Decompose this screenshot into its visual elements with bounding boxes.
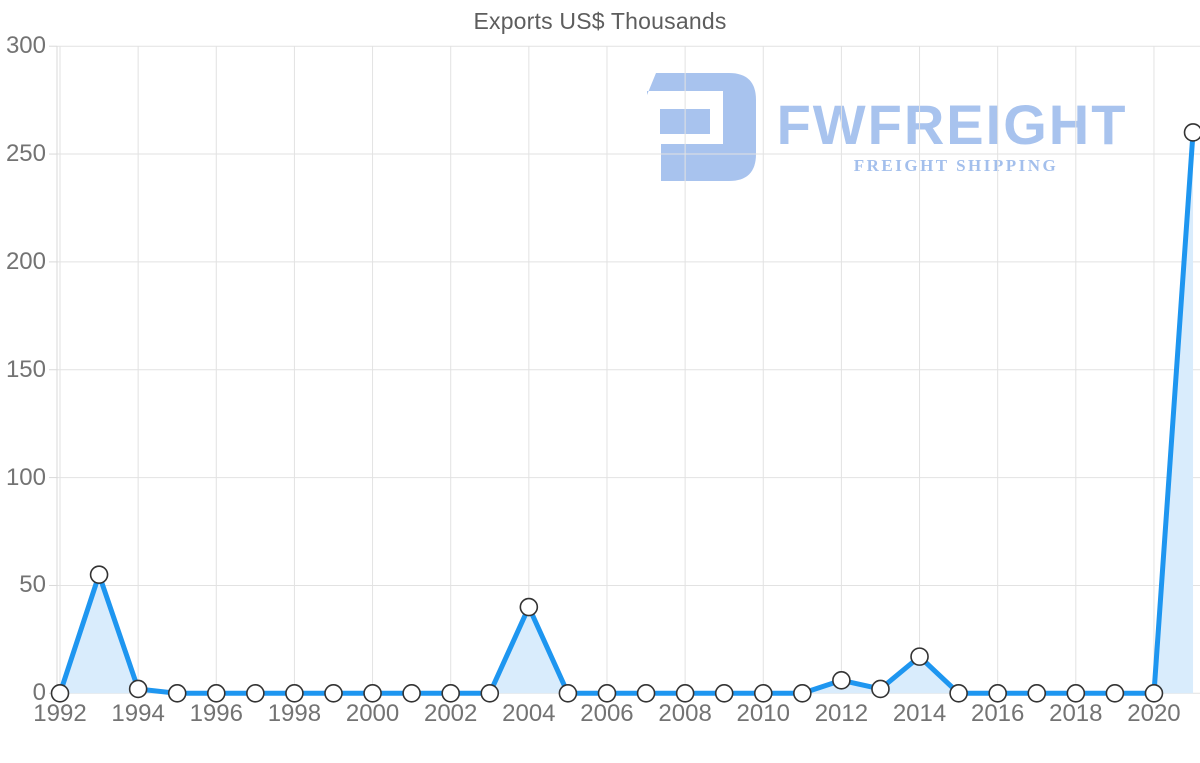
data-point-marker[interactable] <box>793 683 812 703</box>
chart-title: Exports US$ Thousands <box>473 8 727 34</box>
series-line <box>57 129 1196 696</box>
data-point-marker[interactable] <box>89 565 109 584</box>
data-point-marker[interactable] <box>1027 683 1047 703</box>
data-point-marker[interactable] <box>1183 123 1200 142</box>
data-point-marker[interactable] <box>675 683 695 703</box>
data-point-marker[interactable] <box>128 679 148 699</box>
data-point-marker[interactable] <box>363 683 382 703</box>
data-point-marker[interactable] <box>1105 683 1125 703</box>
data-point-marker[interactable] <box>597 683 617 703</box>
data-point-marker[interactable] <box>871 679 890 699</box>
data-point-marker[interactable] <box>1144 683 1164 703</box>
data-point-marker[interactable] <box>949 683 968 703</box>
series-area <box>60 132 1194 694</box>
data-point-marker[interactable] <box>519 597 539 617</box>
watermark-tagline-text: FREIGHT SHIPPING <box>853 156 1059 175</box>
data-point-marker[interactable] <box>1066 683 1086 703</box>
data-point-marker[interactable] <box>636 683 656 703</box>
data-point-marker[interactable] <box>753 683 773 703</box>
data-point-marker[interactable] <box>167 683 187 703</box>
data-point-marker[interactable] <box>714 683 734 703</box>
data-point-marker[interactable] <box>832 671 851 690</box>
data-point-marker[interactable] <box>910 647 929 666</box>
data-point-marker[interactable] <box>402 683 421 703</box>
data-point-marker[interactable] <box>285 683 304 703</box>
data-point-marker[interactable] <box>441 683 461 703</box>
data-point-marker[interactable] <box>246 683 265 703</box>
data-point-marker[interactable] <box>324 683 343 703</box>
data-point-marker[interactable] <box>206 683 226 703</box>
data-point-marker[interactable] <box>558 683 578 703</box>
data-point-marker[interactable] <box>988 683 1007 703</box>
watermark-brand-text: FWFREIGHT <box>776 93 1128 156</box>
data-point-marker[interactable] <box>480 683 500 703</box>
data-point-marker[interactable] <box>50 683 70 703</box>
